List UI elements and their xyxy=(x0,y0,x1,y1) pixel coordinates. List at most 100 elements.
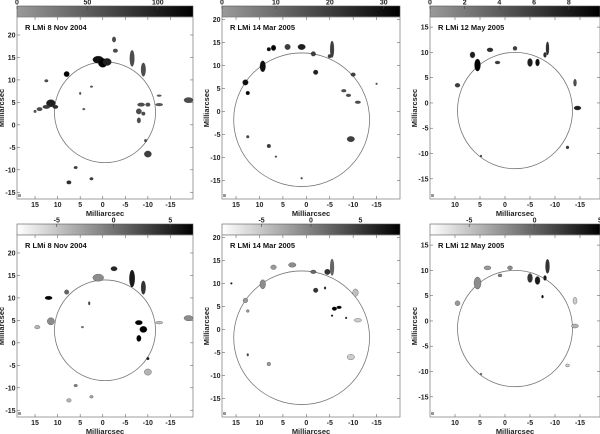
y-tick-label: 15 xyxy=(421,243,429,250)
x-axis-title: Milliarcsec xyxy=(292,427,330,434)
y-tick-label: 0 xyxy=(217,109,221,116)
x-axis-title: Milliarcsec xyxy=(86,427,124,434)
panel-bottom-2: -5 0 5 10 5 0 -5 -10 -15 15 10 5 0 -5 -10 -15 Milliarcse… xyxy=(410,218,600,434)
x-tick-label: -5 xyxy=(122,202,128,209)
y-tick-label: 5 xyxy=(217,304,221,311)
x-tick-label: 10 xyxy=(256,202,264,209)
panel-title: R LMi 8 Nov 2004 xyxy=(25,241,88,250)
x-tick-label: 5 xyxy=(281,202,285,209)
colorbar: 0 50 100 xyxy=(15,0,194,18)
y-tick-label: 0 xyxy=(12,340,16,347)
y-tick-label: 0 xyxy=(217,327,221,334)
panel-top-1: 0 10 20 30 15 10 5 0 -5 -10 -15 20 15 10 5 0 -5 -10 -15 Mil… xyxy=(202,0,401,218)
x-tick-label: 0 xyxy=(503,420,507,427)
y-tick-label: -5 xyxy=(214,132,220,139)
y-tick-label: -15 xyxy=(5,408,15,415)
x-tick-label: -15 xyxy=(575,420,585,427)
x-tick-label: -10 xyxy=(143,202,153,209)
colorbar: -5 0 5 xyxy=(221,218,401,236)
y-tick-label: 20 xyxy=(8,32,16,39)
y-tick-label: 0 xyxy=(425,318,429,325)
y-tick-label: 10 xyxy=(421,268,429,275)
panel-title: R LMi 14 Mar 2005 xyxy=(230,23,295,32)
y-tick-label: 15 xyxy=(8,273,16,280)
maser-spots xyxy=(34,266,193,403)
y-tick-label: -5 xyxy=(9,145,15,152)
x-axis-title: Milliarcsec xyxy=(292,209,330,218)
x-tick-label: -10 xyxy=(550,202,560,209)
x-tick-label: -15 xyxy=(575,202,585,209)
x-tick-label: -5 xyxy=(527,202,533,209)
y-tick-label: -15 xyxy=(418,394,428,401)
x-tick-label: 0 xyxy=(304,420,308,427)
y-tick-label: -10 xyxy=(210,155,220,162)
fitted-ring xyxy=(457,269,573,388)
colorbar-tick-label: 50 xyxy=(84,0,92,7)
colorbar: -5 0 5 xyxy=(429,218,600,236)
y-tick-label: 0 xyxy=(425,100,429,107)
y-tick-label: -10 xyxy=(5,385,15,392)
y-tick-label: -5 xyxy=(422,126,428,133)
y-tick-label: 5 xyxy=(12,318,16,325)
colorbar-tick-label: 8 xyxy=(567,0,571,7)
colorbar-tick-label: 10 xyxy=(272,0,280,7)
x-tick-label: 15 xyxy=(31,420,39,427)
y-tick-label: 20 xyxy=(8,250,16,257)
y-tick-label: -5 xyxy=(9,363,15,370)
x-tick-label: 10 xyxy=(451,420,459,427)
y-axis-title: Milliarcsec xyxy=(410,307,419,345)
colorbar-tick-label: 0 xyxy=(220,0,224,7)
y-tick-label: 10 xyxy=(213,281,221,288)
maser-spots xyxy=(454,259,579,388)
y-tick-label: 15 xyxy=(213,40,221,47)
y-axis-title: Milliarcsec xyxy=(202,307,211,345)
x-tick-label: 5 xyxy=(78,420,82,427)
x-tick-label: 10 xyxy=(54,420,62,427)
colorbar: 0 10 20 30 xyxy=(220,0,401,18)
x-tick-label: 5 xyxy=(78,202,82,209)
y-tick-label: 5 xyxy=(425,75,429,82)
y-tick-label: -5 xyxy=(422,344,428,351)
colorbar-tick-label: 4 xyxy=(497,0,501,7)
y-tick-label: 0 xyxy=(12,122,16,129)
y-tick-label: 10 xyxy=(213,63,221,70)
colorbar-tick-label: -5 xyxy=(54,218,60,225)
x-axis-title: Milliarcsec xyxy=(496,209,534,218)
plot-frame xyxy=(16,234,194,418)
y-tick-label: 10 xyxy=(421,50,429,57)
colorbar-tick-label: 5 xyxy=(358,218,362,225)
y-axis-title: Milliarcsec xyxy=(202,89,211,127)
y-tick-label: -15 xyxy=(210,178,220,185)
plot-frame xyxy=(221,234,401,418)
x-tick-label: 5 xyxy=(478,420,482,427)
x-tick-label: 15 xyxy=(232,202,240,209)
y-tick-label: -10 xyxy=(210,373,220,380)
y-tick-label: -15 xyxy=(210,396,220,403)
x-tick-label: -5 xyxy=(122,420,128,427)
colorbar-tick-label: 5 xyxy=(598,218,600,225)
x-tick-label: -15 xyxy=(165,420,175,427)
x-tick-label: -15 xyxy=(372,202,382,209)
x-tick-label: 5 xyxy=(281,420,285,427)
y-tick-label: 15 xyxy=(213,258,221,265)
x-tick-label: 15 xyxy=(31,202,39,209)
y-tick-label: 15 xyxy=(421,25,429,32)
y-tick-label: 5 xyxy=(217,86,221,93)
y-tick-label: 15 xyxy=(8,55,16,62)
fitted-ring xyxy=(54,279,156,381)
y-tick-label: -10 xyxy=(5,167,15,174)
colorbar-tick-label: 6 xyxy=(532,0,536,7)
x-tick-label: -10 xyxy=(550,420,560,427)
panel-title: R LMi 14 Mar 2005 xyxy=(230,241,295,250)
maser-spots xyxy=(454,41,582,170)
colorbar-tick-label: 0 xyxy=(533,218,537,225)
x-tick-label: -5 xyxy=(327,420,333,427)
y-tick-label: 10 xyxy=(8,295,16,302)
panel-title: R LMi 12 May 2005 xyxy=(438,23,504,32)
x-tick-label: -10 xyxy=(143,420,153,427)
x-tick-label: -15 xyxy=(372,420,382,427)
x-tick-label: -10 xyxy=(348,202,358,209)
panel-title: R LMi 12 May 2005 xyxy=(438,241,504,250)
y-tick-label: -5 xyxy=(214,350,220,357)
